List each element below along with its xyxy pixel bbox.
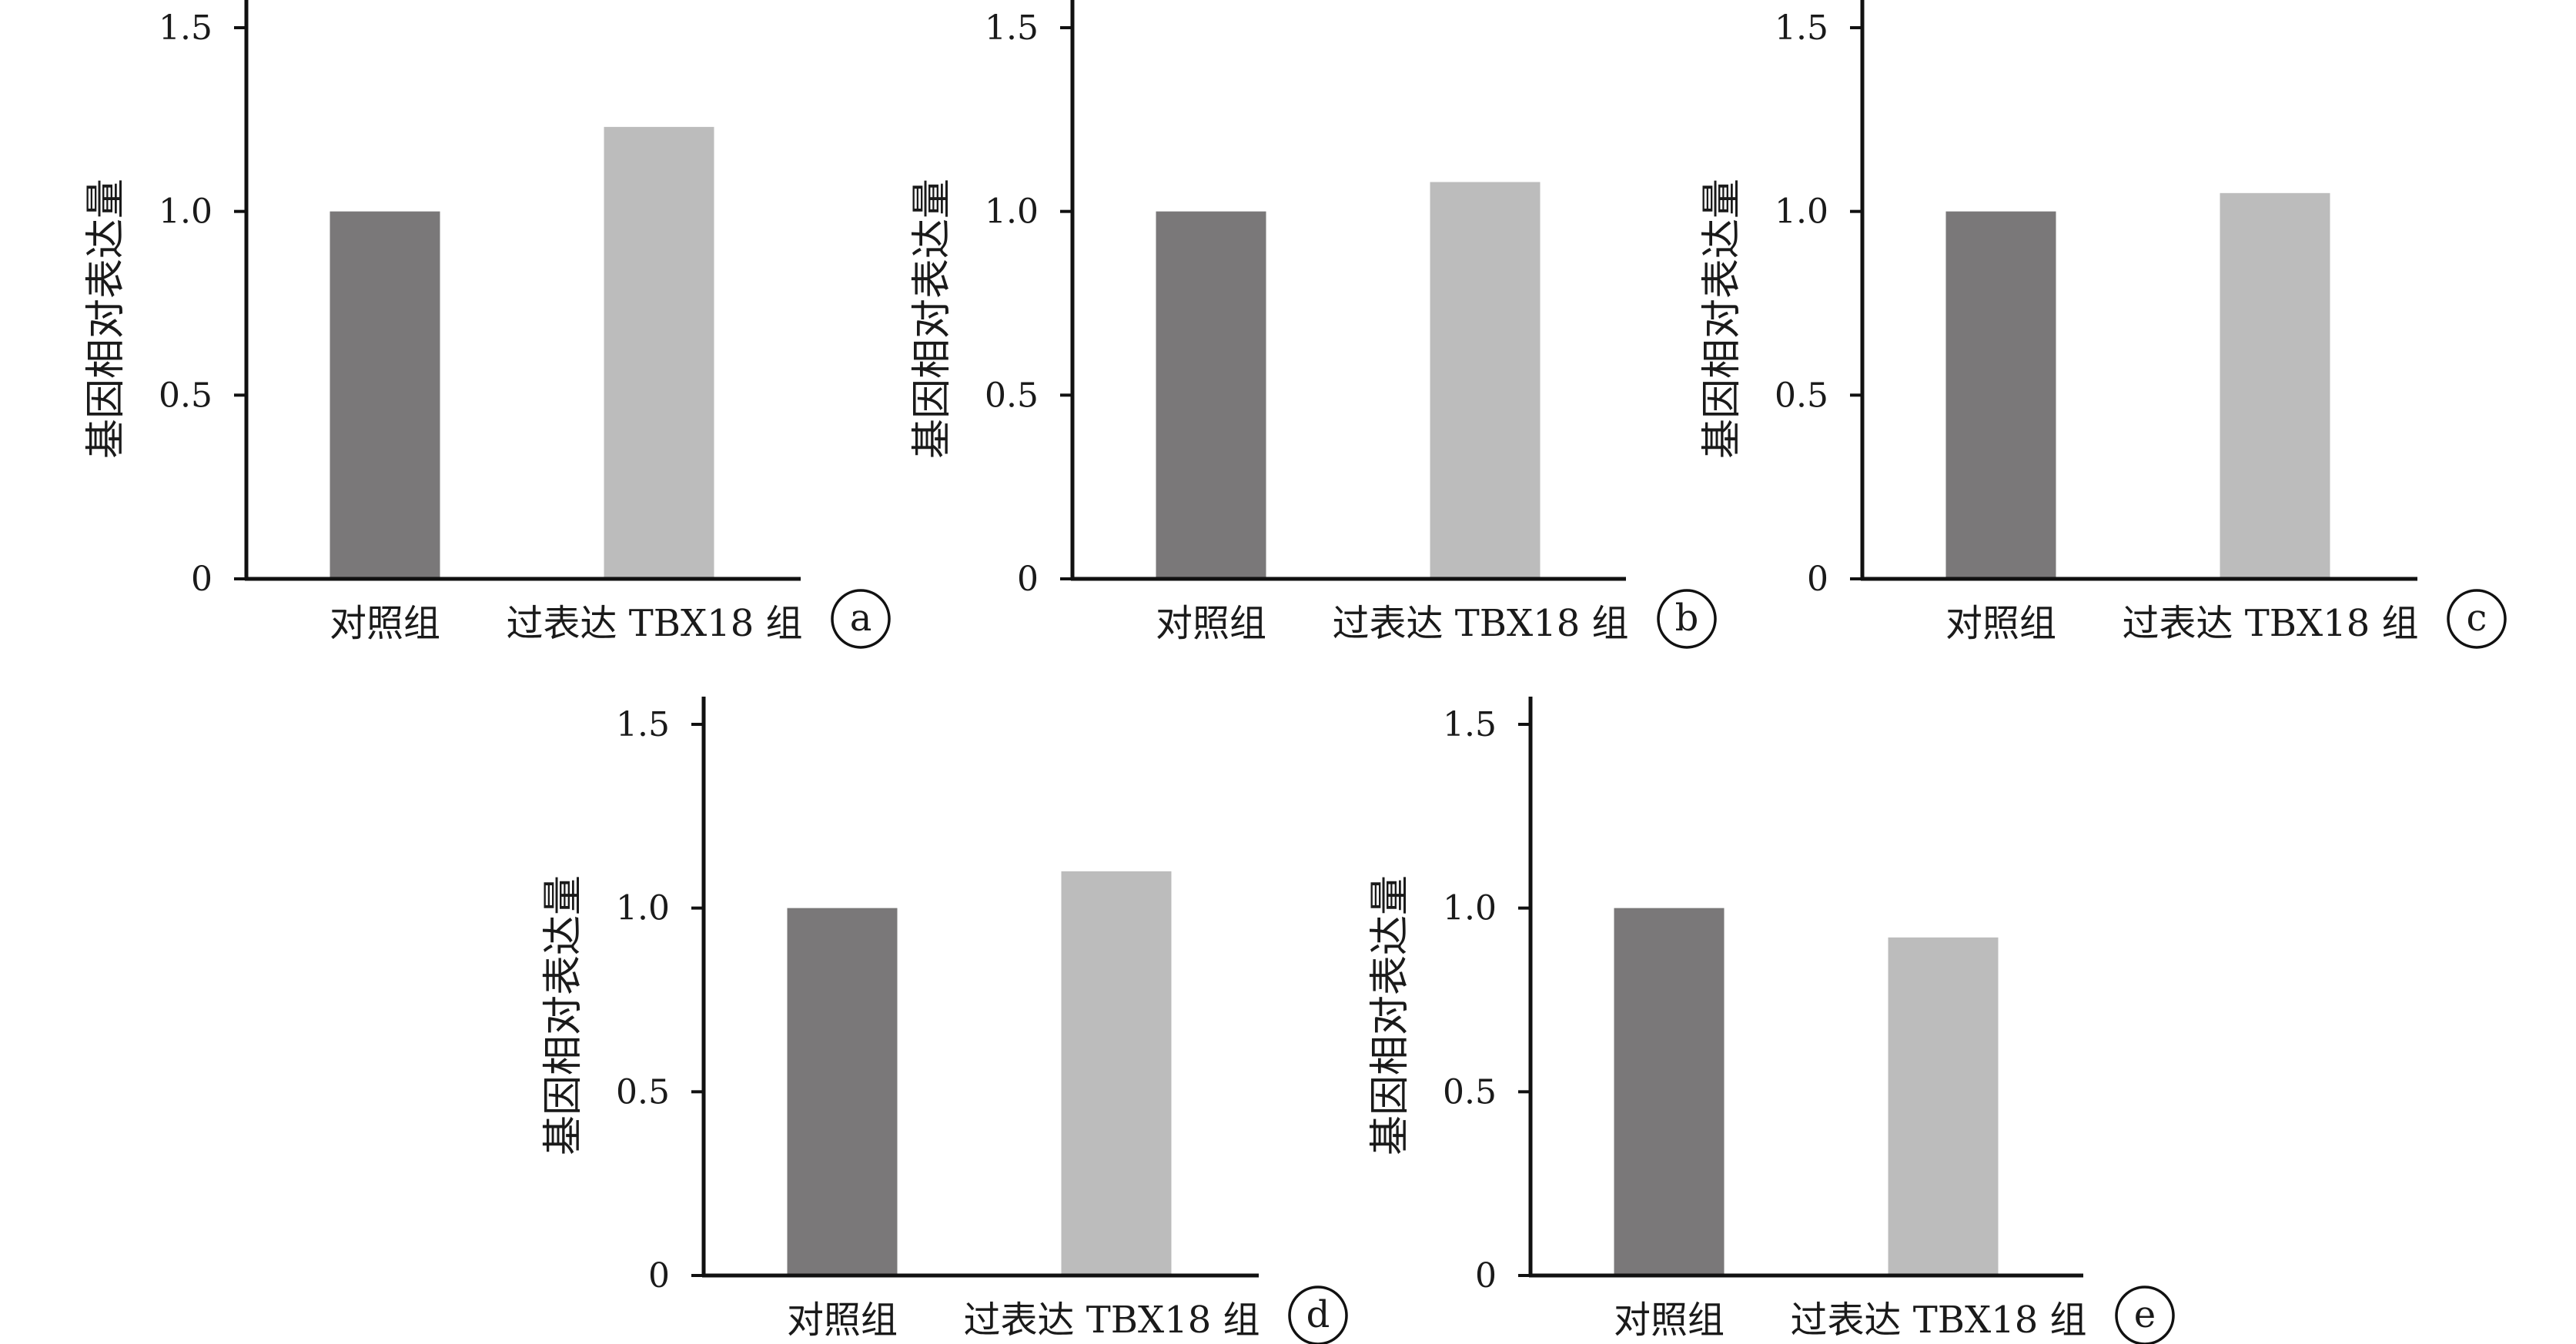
y-tick-label: 0.5 [616, 1072, 670, 1112]
panel-letter-circle [2115, 1285, 2175, 1344]
y-tick-label: 1.0 [985, 192, 1039, 232]
y-tick-label: 1.5 [1775, 8, 1828, 48]
panel-letter: b [1675, 597, 1699, 640]
panel-letter: e [2134, 1293, 2156, 1336]
panel-letter-circle [1657, 589, 1717, 649]
category-label: 对照组 [787, 1299, 898, 1342]
y-axis-label: 基因相对表达量 [909, 179, 955, 459]
y-tick-label: 0.5 [1775, 376, 1828, 415]
y-tick-label: 1.0 [1443, 889, 1497, 928]
category-label: 过表达 TBX18 组 [1332, 602, 1628, 645]
y-axis-label: 基因相对表达量 [83, 179, 129, 459]
category-label: 对照组 [1614, 1299, 1725, 1342]
y-tick-label: 0.5 [985, 376, 1039, 415]
y-tick-label: 0 [1807, 560, 1828, 599]
bar-control-c [1945, 211, 2056, 579]
panel-letter: c [2467, 597, 2487, 640]
bar-tbx18-c [2220, 192, 2330, 580]
category-label: 对照组 [1945, 602, 2056, 645]
panel-letter-circle [2447, 589, 2507, 649]
y-tick-label: 1.0 [1775, 192, 1828, 232]
category-label: 过表达 TBX18 组 [2122, 602, 2418, 645]
y-tick-label: 1.5 [1443, 705, 1497, 744]
category-label: 对照组 [1156, 602, 1266, 645]
bar-control-b [1156, 211, 1266, 579]
panel-letter-circle [831, 589, 891, 649]
y-axis-label: 基因相对表达量 [1367, 875, 1413, 1155]
bar-control-d [787, 908, 898, 1275]
y-axis-label: 基因相对表达量 [540, 875, 587, 1155]
panel-letter: d [1306, 1293, 1330, 1336]
y-tick-label: 1.0 [616, 889, 670, 928]
bar-tbx18-d [1061, 871, 1172, 1275]
panel-letter: a [850, 597, 872, 640]
y-tick-label: 0.5 [159, 376, 212, 415]
bar-tbx18-a [604, 126, 714, 579]
y-tick-label: 0 [1475, 1256, 1497, 1296]
y-tick-label: 1.5 [616, 705, 670, 744]
y-tick-label: 1.0 [159, 192, 212, 232]
category-label: 对照组 [330, 602, 440, 645]
panel-letter-circle [1288, 1285, 1348, 1344]
bar-control-e [1614, 908, 1725, 1275]
category-label: 过表达 TBX18 组 [506, 602, 802, 645]
y-tick-label: 1.5 [159, 8, 212, 48]
y-tick-label: 0.5 [1443, 1072, 1497, 1112]
bar-tbx18-e [1888, 937, 1999, 1275]
y-tick-label: 0 [1017, 560, 1039, 599]
y-tick-label: 0 [191, 560, 212, 599]
y-tick-label: 1.5 [985, 8, 1039, 48]
y-axis-label: 基因相对表达量 [1699, 179, 1745, 459]
category-label: 过表达 TBX18 组 [963, 1299, 1260, 1342]
bar-tbx18-b [1430, 182, 1541, 580]
y-tick-label: 0 [648, 1256, 670, 1296]
bar-control-a [330, 211, 440, 579]
category-label: 过表达 TBX18 组 [1790, 1299, 2086, 1342]
